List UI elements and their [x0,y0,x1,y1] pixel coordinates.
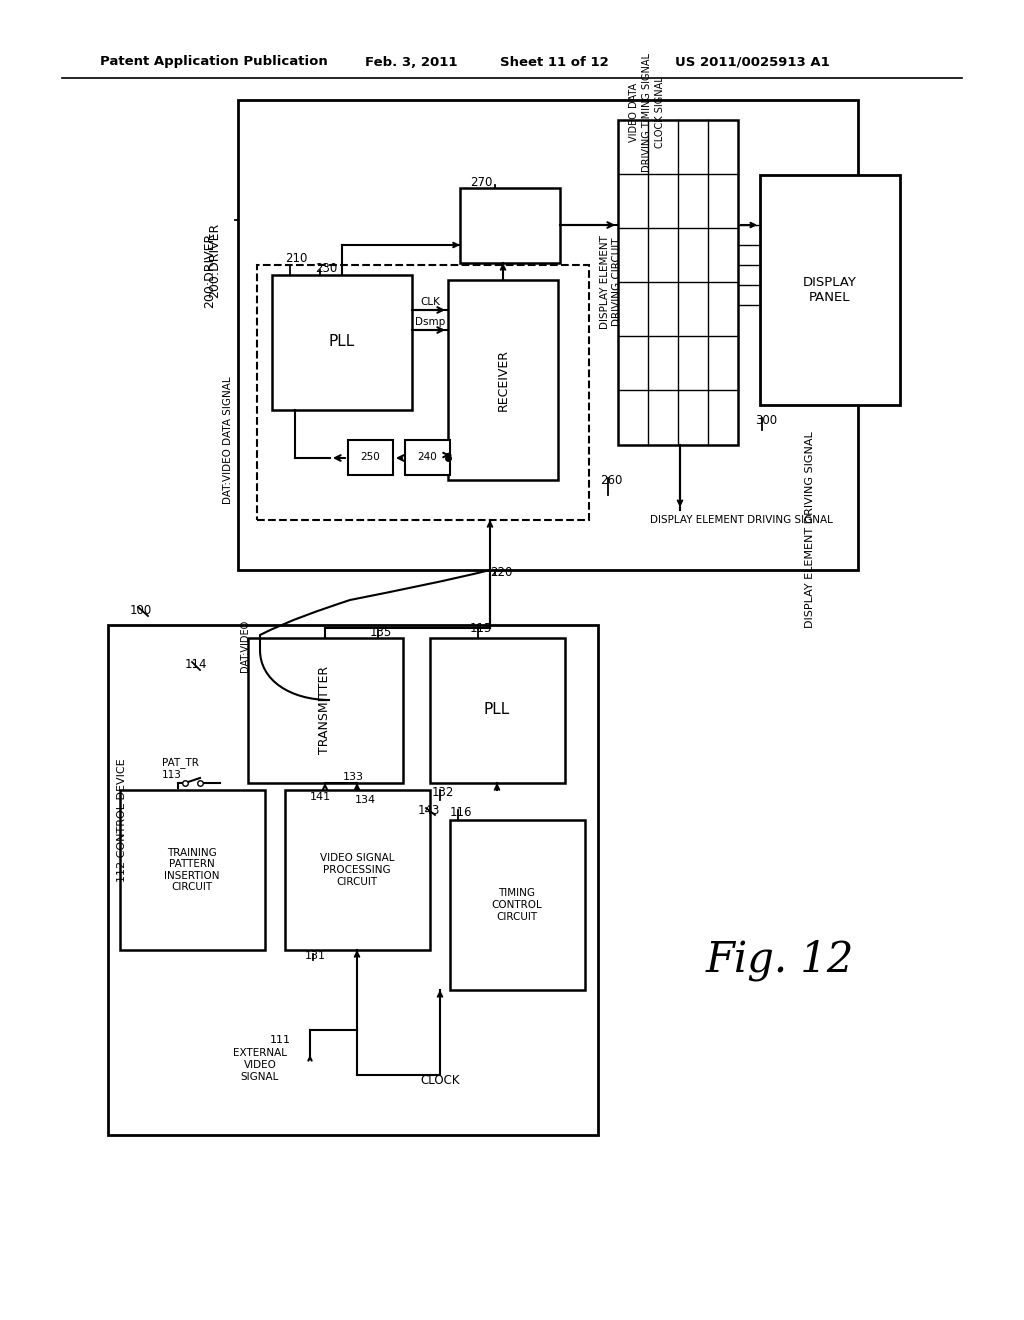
Text: 111: 111 [270,1035,291,1045]
Bar [238,100,858,570]
Text: VIDEO SIGNAL
PROCESSING
CIRCUIT: VIDEO SIGNAL PROCESSING CIRCUIT [319,854,394,887]
Text: DRIVING TIMING SIGNAL: DRIVING TIMING SIGNAL [642,53,652,172]
Text: 134: 134 [355,795,376,805]
Text: DISPLAY
PANEL: DISPLAY PANEL [803,276,857,304]
Text: 200:DRIVER: 200:DRIVER [209,222,221,297]
Text: Dsmp: Dsmp [415,317,445,327]
Text: DISPLAY ELEMENT DRIVING SIGNAL: DISPLAY ELEMENT DRIVING SIGNAL [650,515,833,525]
Text: DISPLAY ELEMENT
DRIVING CIRCUIT: DISPLAY ELEMENT DRIVING CIRCUIT [600,235,622,329]
Text: 116: 116 [450,805,472,818]
Text: 270: 270 [470,176,493,189]
Text: CLOCK SIGNAL: CLOCK SIGNAL [655,77,665,148]
Text: TRAINING
PATTERN
INSERTION
CIRCUIT: TRAINING PATTERN INSERTION CIRCUIT [164,847,220,892]
Text: 220: 220 [490,565,512,578]
Bar [450,820,585,990]
Text: 230: 230 [315,261,337,275]
Text: 141: 141 [310,792,331,803]
Bar [348,440,393,475]
Text: DAT:VIDEO DATA SIGNAL: DAT:VIDEO DATA SIGNAL [223,376,233,504]
Text: 250: 250 [360,451,380,462]
Text: PLL: PLL [484,702,510,718]
Text: 114: 114 [185,659,208,672]
Text: Fig. 12: Fig. 12 [706,939,854,981]
Text: 115: 115 [470,622,493,635]
Text: 210: 210 [285,252,307,264]
Text: 113: 113 [162,770,182,780]
Text: DISPLAY ELEMENT DRIVING SIGNAL: DISPLAY ELEMENT DRIVING SIGNAL [805,432,815,628]
Text: CLOCK: CLOCK [420,1073,460,1086]
Text: 135: 135 [370,626,392,639]
Text: 200:DRIVER: 200:DRIVER [204,232,216,308]
Text: 260: 260 [600,474,623,487]
Text: PLL: PLL [329,334,355,350]
Text: TIMING
CONTROL
CIRCUIT: TIMING CONTROL CIRCUIT [492,888,543,921]
Text: DAT:VIDEO: DAT:VIDEO [240,620,250,672]
Text: 133: 133 [343,772,364,781]
Bar [406,440,450,475]
Text: Sheet 11 of 12: Sheet 11 of 12 [500,55,608,69]
Bar [285,789,430,950]
Bar [760,176,900,405]
Text: US 2011/0025913 A1: US 2011/0025913 A1 [675,55,829,69]
Bar [449,280,558,480]
Text: RECEIVER: RECEIVER [497,348,510,411]
Text: 131: 131 [305,950,326,961]
Text: VIDEO DATA: VIDEO DATA [629,82,639,141]
Bar [460,187,560,263]
Text: 143: 143 [418,804,440,817]
Bar [248,638,403,783]
Bar [618,120,738,445]
Bar [272,275,412,411]
Text: Patent Application Publication: Patent Application Publication [100,55,328,69]
Text: 240: 240 [417,451,437,462]
Text: PAT_TR: PAT_TR [162,758,199,768]
Text: 300: 300 [755,413,777,426]
Text: 132: 132 [432,785,455,799]
Text: TRANSMITTER: TRANSMITTER [318,665,332,754]
Text: CLK: CLK [420,297,440,308]
Text: Feb. 3, 2011: Feb. 3, 2011 [365,55,458,69]
Bar [108,624,598,1135]
Bar [430,638,565,783]
Bar [120,789,265,950]
Text: 100: 100 [130,603,153,616]
Text: EXTERNAL
VIDEO
SIGNAL: EXTERNAL VIDEO SIGNAL [233,1048,287,1081]
Bar [257,265,589,520]
Text: 112 CONTROL DEVICE: 112 CONTROL DEVICE [117,758,127,882]
